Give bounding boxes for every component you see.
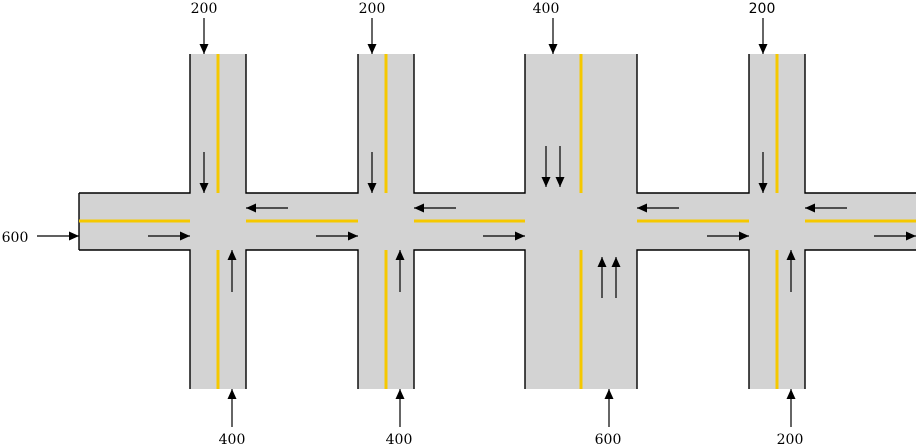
flow-label-top-4: 200 (749, 1, 776, 17)
inflow-arrows (37, 18, 796, 427)
center-lines (79, 54, 916, 389)
flow-label-bottom-2: 400 (386, 432, 413, 448)
flow-label-top-3: 400 (533, 1, 560, 17)
lane-arrows (148, 146, 916, 298)
flow-label-left: 600 (2, 230, 29, 246)
flow-label-bottom-4: 200 (777, 432, 804, 448)
flow-label-top-1: 200 (191, 1, 218, 17)
flow-labels: 200 200 400 200 400 400 600 200 600 (2, 1, 804, 448)
flow-label-top-2: 200 (359, 1, 386, 17)
flow-label-bottom-1: 400 (219, 432, 246, 448)
flow-label-bottom-3: 600 (595, 432, 622, 448)
road-edges (78, 54, 916, 389)
